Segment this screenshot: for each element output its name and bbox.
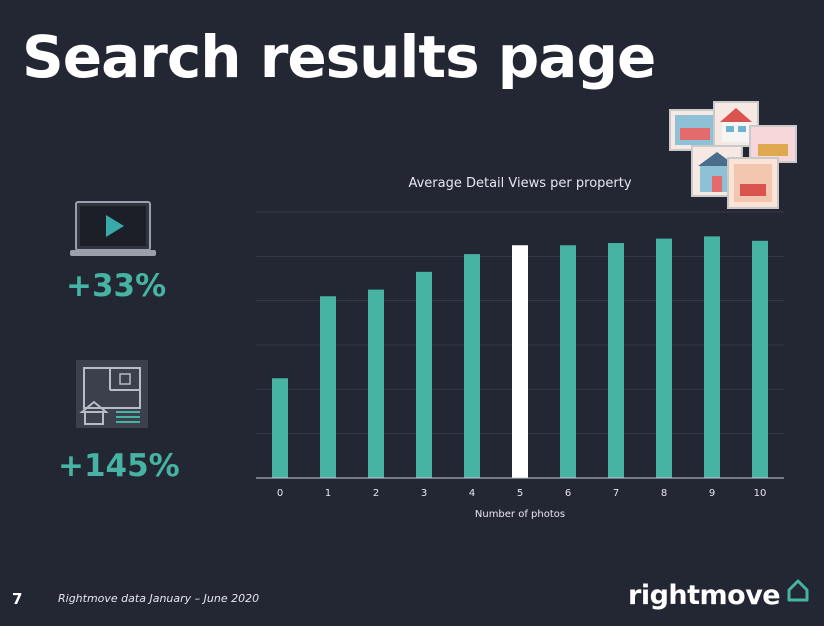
x-tick-label-4: 4 xyxy=(469,488,475,499)
property-photos-icon xyxy=(669,101,797,209)
video-uplift-stat: +33% xyxy=(66,268,167,304)
x-tick-label-1: 1 xyxy=(325,488,331,499)
bar-8 xyxy=(656,238,672,478)
floorplan-uplift-stat: +145% xyxy=(58,448,180,484)
page-title: Search results page xyxy=(22,23,656,91)
x-tick-label-8: 8 xyxy=(661,488,667,499)
bar-3 xyxy=(416,271,432,478)
x-tick-label-10: 10 xyxy=(754,488,767,499)
bar-2 xyxy=(368,289,384,478)
bar-9 xyxy=(704,236,720,478)
x-axis-label: Number of photos xyxy=(474,509,566,520)
x-tick-label-2: 2 xyxy=(373,488,379,499)
x-tick-label-6: 6 xyxy=(565,488,571,499)
x-tick-label-5: 5 xyxy=(517,488,523,499)
x-tick-label-7: 7 xyxy=(613,488,619,499)
source-note: Rightmove data January – June 2020 xyxy=(58,592,260,605)
bar-5 xyxy=(512,245,528,478)
floorplan-icon xyxy=(76,360,148,428)
bar-10 xyxy=(752,240,768,478)
chart-title: Average Detail Views per property xyxy=(408,176,632,191)
bar-1 xyxy=(320,296,336,478)
bar-6 xyxy=(560,245,576,478)
x-tick-label-9: 9 xyxy=(709,488,715,499)
house-logo-icon xyxy=(787,579,809,602)
bar-7 xyxy=(608,243,624,478)
bar-0 xyxy=(272,378,288,478)
page-number: 7 xyxy=(12,590,23,608)
rightmove-logo: rightmove xyxy=(628,580,781,611)
video-play-icon xyxy=(70,201,156,256)
x-tick-label-3: 3 xyxy=(421,488,427,499)
x-tick-label-0: 0 xyxy=(277,488,283,499)
bar-4 xyxy=(464,254,480,478)
